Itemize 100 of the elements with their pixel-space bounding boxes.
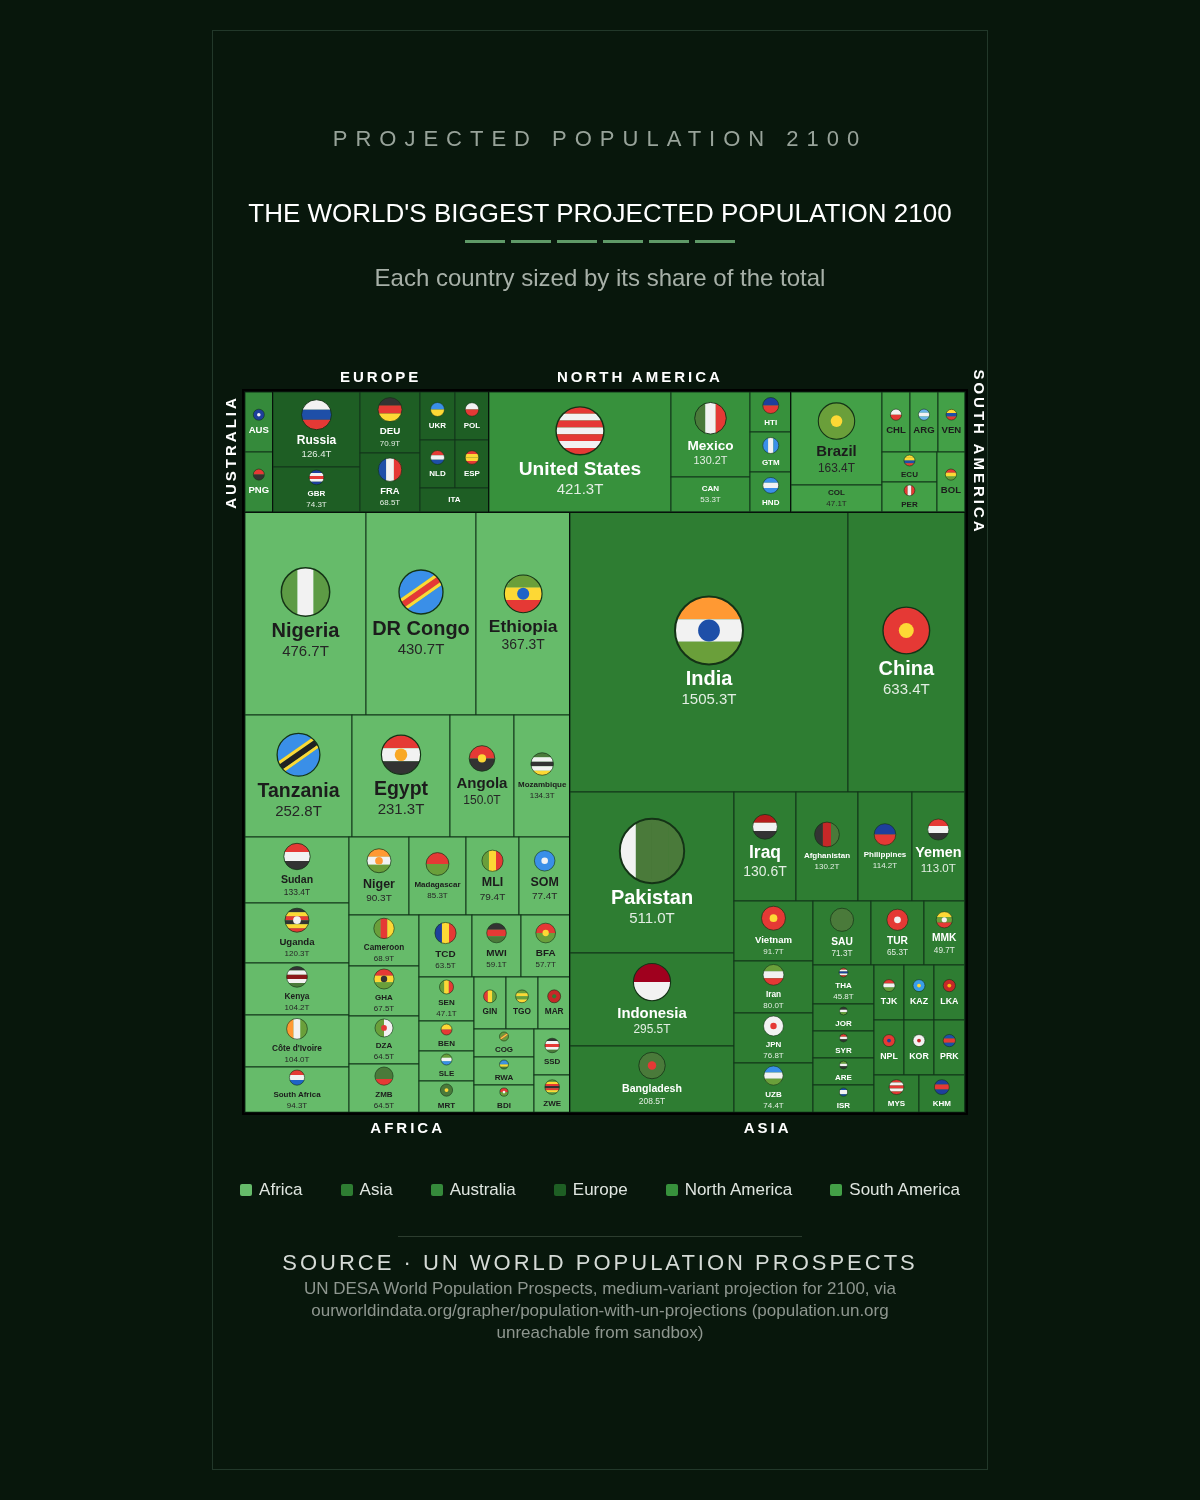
category-label: VEN <box>941 423 962 435</box>
category-label: SYR <box>835 1046 853 1056</box>
text: ASIA <box>743 1119 792 1137</box>
data-label: 252.8T <box>275 801 322 819</box>
text: EUROPE <box>339 368 422 386</box>
category-label: ISR <box>837 1100 851 1110</box>
category-label: Philippines <box>864 849 908 859</box>
legend-label: North America <box>684 1180 793 1200</box>
data-label: 113.0T <box>921 861 957 874</box>
data-label: 150.0T <box>463 792 502 807</box>
category-label: TGO <box>513 1006 532 1017</box>
category-label: ZWE <box>543 1098 562 1108</box>
category-label: UKR <box>428 420 447 430</box>
data-label: 64.5T <box>373 1100 395 1110</box>
category-label: MRT <box>437 1100 456 1110</box>
category-label: HND <box>761 497 780 507</box>
category-label: JPN <box>766 1040 782 1050</box>
data-label: 130.6T <box>743 862 788 879</box>
data-label: 163.4T <box>818 460 856 475</box>
data-label: 104.2T <box>284 1002 310 1012</box>
category-label: Egypt <box>373 776 429 799</box>
data-label: 91.7T <box>763 946 785 956</box>
category-label: Afghanistan <box>804 851 851 861</box>
data-label: 63.5T <box>435 960 456 970</box>
category-label: PER <box>901 500 919 510</box>
category-label: Mozambique <box>518 779 567 789</box>
category-label: MWI <box>486 946 507 958</box>
category-label: COL <box>828 488 846 498</box>
category-label: Madagascar <box>414 879 461 889</box>
category-label: CAN <box>701 484 719 494</box>
data-label: 1505.3T <box>681 690 737 708</box>
data-label: 53.3T <box>699 495 721 505</box>
category-label: ARG <box>913 423 935 435</box>
text: THE WORLD'S BIGGEST PROJECTED POPULATION 2100 <box>247 198 953 229</box>
category-label: GTM <box>761 457 780 467</box>
data-label: 67.5T <box>373 1004 395 1014</box>
category-label: Pakistan <box>611 885 694 908</box>
category-label: India <box>686 667 734 690</box>
category-label: AUS <box>248 423 270 435</box>
category-label: NPL <box>880 1050 899 1061</box>
data-label: 74.4T <box>763 1100 785 1110</box>
category-label: South Africa <box>273 1089 322 1099</box>
category-label: Angola <box>456 774 509 792</box>
category-label: Brazil <box>816 443 857 460</box>
data-label: 49.7T <box>934 945 956 955</box>
text: PROJECTED POPULATION 2100 <box>331 126 869 152</box>
category-label: KOR <box>909 1050 930 1061</box>
category-label: MAR <box>544 1006 564 1017</box>
data-label: 104.0T <box>284 1054 310 1064</box>
category-label: KHM <box>933 1098 952 1108</box>
category-label: SOM <box>530 874 559 889</box>
category-label: Sudan <box>280 872 314 885</box>
data-label: 47.1T <box>436 1009 457 1019</box>
category-label: GHA <box>375 993 394 1003</box>
data-label: 133.4T <box>283 886 311 897</box>
category-label: Tanzania <box>257 778 340 801</box>
category-label: UZB <box>765 1089 783 1099</box>
legend-label: Europe <box>572 1180 628 1200</box>
legend-label: Africa <box>259 1180 303 1200</box>
category-label: JOR <box>835 1019 853 1029</box>
category-label: KAZ <box>910 995 929 1006</box>
category-label: Vietnam <box>755 933 793 945</box>
category-label: Indonesia <box>617 1004 688 1021</box>
data-label: 80.0T <box>763 1000 785 1010</box>
category-label: Russia <box>296 433 337 448</box>
data-label: 130.2T <box>693 454 728 467</box>
data-label: 94.3T <box>286 1100 308 1110</box>
text: Each country sized by its share of the total <box>373 264 827 292</box>
category-label: United States <box>518 458 641 480</box>
category-label: ECU <box>901 470 919 480</box>
data-label: 511.0T <box>629 908 676 926</box>
category-label: HTI <box>763 417 777 427</box>
data-label: 70.9T <box>379 438 400 448</box>
category-label: POL <box>463 420 480 430</box>
data-label: 71.3T <box>831 948 853 958</box>
data-label: 421.3T <box>556 479 603 497</box>
category-label: ITA <box>447 495 461 505</box>
data-label: 85.3T <box>427 890 448 900</box>
category-label: Uganda <box>279 935 316 947</box>
category-label: China <box>878 656 936 679</box>
category-label: DZA <box>375 1041 393 1051</box>
category-label: Mexico <box>687 437 734 453</box>
category-label: Ethiopia <box>488 615 558 636</box>
category-label: SEN <box>438 998 455 1008</box>
data-label: 633.4T <box>883 679 930 697</box>
category-label: PNG <box>248 483 270 495</box>
data-label: 367.3T <box>501 636 546 653</box>
text: AUSTRALIA <box>222 395 240 509</box>
category-label: LKA <box>940 995 960 1006</box>
category-label: DEU <box>379 425 400 437</box>
category-label: BEN <box>438 1039 456 1049</box>
text: NORTH AMERICA <box>556 368 723 386</box>
category-label: GBR <box>307 489 326 499</box>
category-label: TJK <box>881 995 899 1006</box>
legend-label: Asia <box>359 1180 393 1200</box>
data-label: 134.3T <box>529 790 555 800</box>
text: AFRICA <box>370 1119 446 1137</box>
category-label: TCD <box>435 947 456 959</box>
category-label: MYS <box>888 1098 907 1108</box>
category-label: PRK <box>940 1050 960 1061</box>
